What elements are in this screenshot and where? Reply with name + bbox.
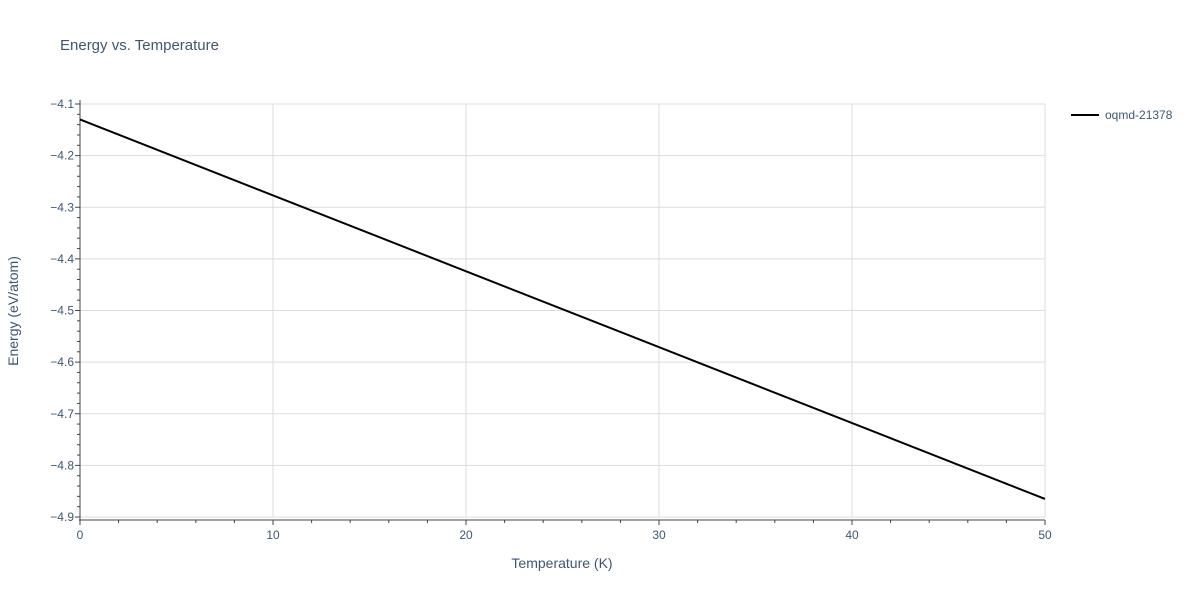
- series-line: [79, 118, 1046, 500]
- x-tick-label: 20: [459, 528, 473, 542]
- x-tick-label: 50: [1038, 528, 1052, 542]
- y-axis-title: Energy (eV/atom): [5, 256, 21, 366]
- y-tick-label: −4.9: [50, 510, 74, 524]
- y-tick-label: −4.6: [50, 355, 74, 369]
- x-tick-label: 0: [77, 528, 84, 542]
- x-tick-label: 10: [266, 528, 280, 542]
- y-tick-label: −4.8: [50, 458, 74, 472]
- y-tick-label: −4.2: [50, 149, 74, 163]
- grid: [80, 103, 1046, 518]
- y-tick-label: −4.1: [50, 97, 74, 111]
- y-tick-label: −4.7: [50, 407, 74, 421]
- legend[interactable]: oqmd-21378: [1071, 108, 1173, 122]
- ticks: 0 10 20 30 40 50 −4.1 −4.2 −4.3 −4.4 −4.5 −4.6 −4.7 −…: [50, 97, 1052, 542]
- x-tick-label: 30: [652, 528, 666, 542]
- x-axis-title: Temperature (K): [511, 555, 612, 571]
- legend-item[interactable]: oqmd-21378: [1071, 108, 1173, 122]
- series-group: [79, 118, 1046, 500]
- x-tick-label: 40: [845, 528, 859, 542]
- y-tick-label: −4.5: [50, 304, 74, 318]
- chart-title: Energy vs. Temperature: [60, 37, 219, 54]
- legend-label: oqmd-21378: [1105, 108, 1173, 122]
- y-tick-label: −4.4: [50, 252, 74, 266]
- y-tick-label: −4.3: [50, 200, 74, 214]
